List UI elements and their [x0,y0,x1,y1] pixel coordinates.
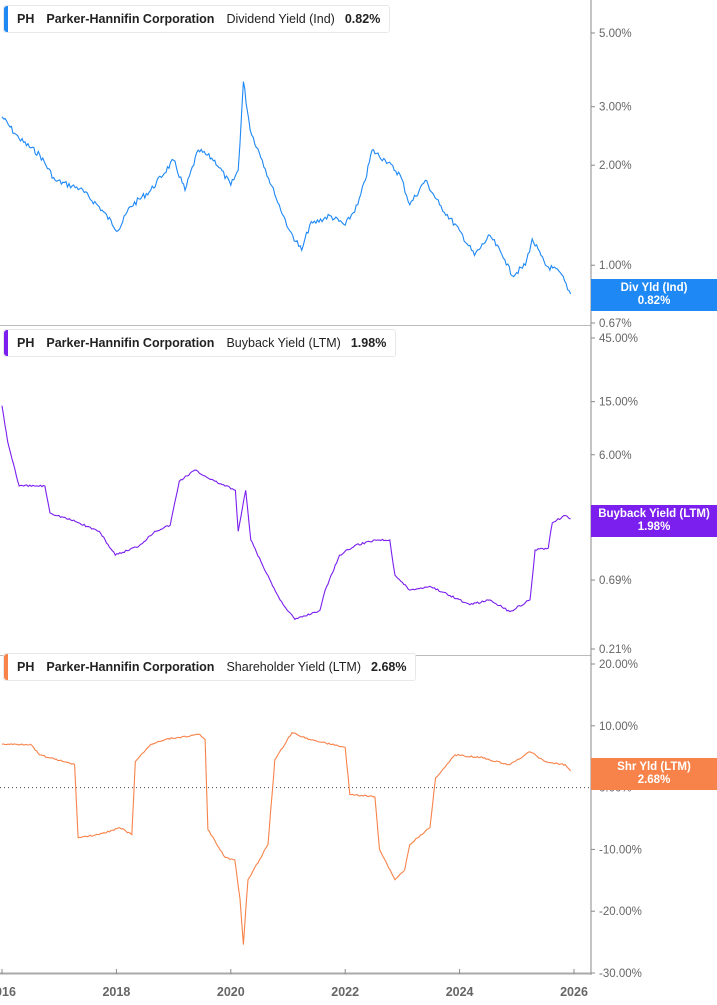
y-tick-label: 15.00% [599,397,638,409]
badge-shareholder-yield: Shr Yld (LTM) 2.68% [591,758,717,790]
metric-name: Dividend Yield (Ind) [226,12,335,26]
badge-value: 2.68% [637,774,671,786]
metric-name: Shareholder Yield (LTM) [226,660,362,674]
metric-value: 1.98% [350,336,387,350]
series-line-1 [1,405,571,621]
y-tick-label: 3.00% [599,102,632,114]
ticker: PH [17,660,35,674]
y-tick-label: 0.21% [599,644,632,656]
y-tick-label: 6.00% [599,450,632,462]
x-tick-label: 2026 [560,985,588,999]
x-tick-label: 2018 [102,985,130,999]
y-tick-label: -30.00% [599,968,642,980]
ticker: PH [17,336,35,350]
legend-dividend-yield: PH Parker-Hannifin Corporation Dividend … [3,5,391,33]
x-tick-label: 2022 [331,985,359,999]
y-tick-label: -20.00% [599,906,642,918]
metric-value: 0.82% [344,12,381,26]
company-name: Parker-Hannifin Corporation [46,660,215,674]
company-name: Parker-Hannifin Corporation [46,336,215,350]
badge-value: 0.82% [637,295,671,307]
x-tick-label: 2020 [217,985,245,999]
badge-dividend-yield: Div Yld (Ind) 0.82% [591,279,717,311]
y-tick-label: 1.00% [599,260,632,272]
y-tick-label: 0.69% [599,575,632,587]
metric-value: 2.68% [371,660,407,674]
ticker: PH [17,12,35,26]
y-tick-label: 20.00% [599,659,638,671]
series-color-bar [4,330,8,356]
x-tick-label: 2024 [446,985,474,999]
y-tick-label: 0.67% [599,318,632,330]
legend-shareholder-yield: PH Parker-Hannifin Corporation Sharehold… [3,653,417,681]
badge-label: Div Yld (Ind) [620,282,688,294]
series-color-bar [4,6,8,32]
series-color-bar [4,654,8,680]
badge-label: Shr Yld (LTM) [617,761,691,773]
series-line-2 [1,731,572,945]
y-tick-label: 5.00% [599,28,632,40]
y-tick-label: 45.00% [599,333,638,345]
y-tick-label: -10.00% [599,844,642,856]
series-line-0 [1,81,572,295]
metric-name: Buyback Yield (LTM) [226,336,341,350]
y-tick-label: 2.00% [599,160,632,172]
y-tick-label: 10.00% [599,721,638,733]
badge-buyback-yield: Buyback Yield (LTM) 1.98% [591,505,717,537]
legend-buyback-yield: PH Parker-Hannifin Corporation Buyback Y… [3,329,397,357]
x-tick-label: 2016 [0,985,16,999]
company-name: Parker-Hannifin Corporation [46,12,215,26]
badge-value: 1.98% [637,521,671,533]
badge-label: Buyback Yield (LTM) [598,508,710,520]
